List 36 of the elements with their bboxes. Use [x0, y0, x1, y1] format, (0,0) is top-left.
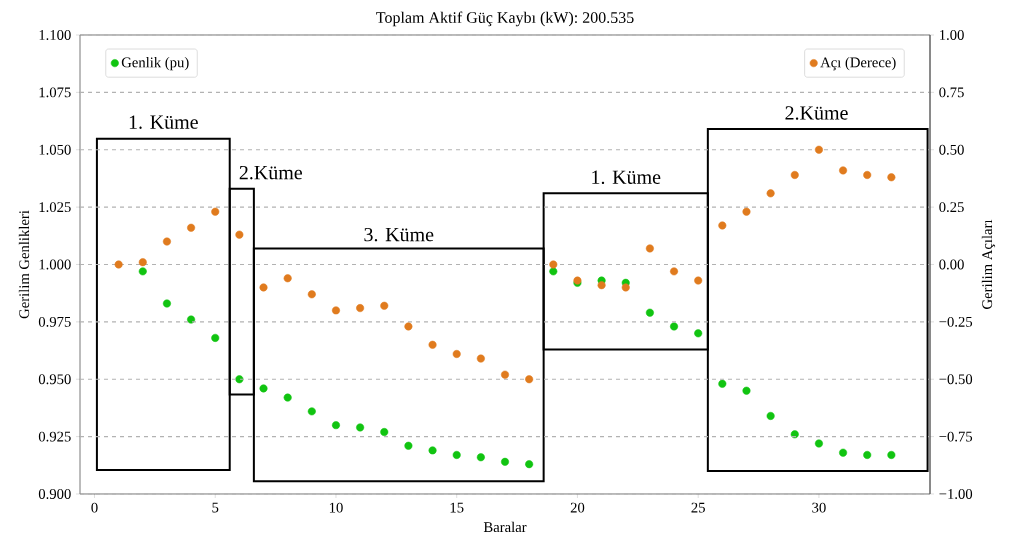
annotation: 1. Küme: [129, 115, 198, 129]
annotation: 2.Küme: [239, 165, 303, 180]
x-tick-label: 10: [329, 502, 343, 513]
y-tick-label: 1.100: [39, 30, 71, 40]
y-tick-label: 1.050: [39, 144, 71, 155]
annotation: 3. Küme: [364, 227, 434, 242]
y2-tick-label: 0.00: [939, 259, 964, 270]
y2-axis-title: Gerilim Açıları: [981, 219, 996, 309]
y2-tick-label: 0.25: [939, 202, 964, 213]
legend-label: Genlik (pu): [121, 57, 189, 71]
y-axis-title: Gerilim Genlikleri: [18, 210, 30, 319]
y-tick-label: 0.925: [38, 431, 71, 442]
y2-tick-label: 0.50: [939, 144, 964, 155]
y-tick-label: 0.900: [38, 489, 71, 499]
y-tick-label: 1.000: [39, 259, 71, 270]
annotation: 1. Küme: [592, 170, 661, 185]
annotation: 2.Küme: [785, 106, 848, 120]
x-tick-label: 20: [570, 502, 585, 513]
x-axis-title: Baralar: [483, 521, 527, 533]
y-tick-label: 1.025: [39, 202, 71, 213]
x-tick-label: 5: [212, 502, 219, 513]
y2-tick-label: −1.00: [939, 489, 973, 499]
legend-label: Açı (Derece): [820, 57, 896, 71]
y2-tick-label: −0.75: [939, 431, 973, 442]
y2-tick-label: −0.25: [939, 316, 973, 327]
y-tick-label: 0.950: [38, 374, 71, 385]
x-tick-label: 15: [450, 502, 464, 513]
x-tick-label: 0: [91, 502, 98, 513]
y2-tick-label: 0.75: [939, 87, 964, 98]
x-tick-label: 30: [812, 502, 826, 513]
y2-tick-label: 1.00: [940, 30, 964, 40]
x-tick-label: 25: [691, 502, 705, 513]
chart-title: Toplam Aktif Güç Kaybı (kW): 200.535: [376, 11, 634, 27]
y-tick-label: 0.975: [38, 316, 71, 327]
y-tick-label: 1.075: [39, 87, 71, 98]
y2-tick-label: −0.50: [939, 374, 973, 385]
